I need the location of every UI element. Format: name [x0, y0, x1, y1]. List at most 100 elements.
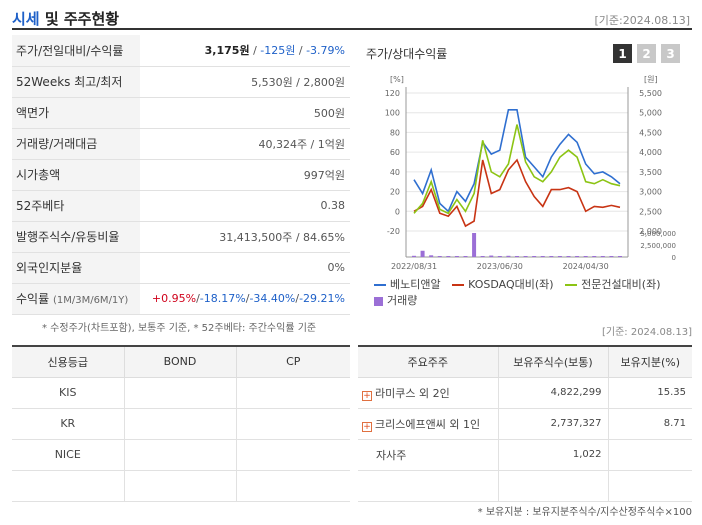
volume-bar — [575, 256, 580, 257]
volume-bar — [480, 256, 485, 257]
x-tick-label: 2022/08/31 — [391, 262, 437, 271]
volume-bar — [497, 256, 502, 257]
info-row: 액면가 500원 — [12, 97, 350, 129]
credit-cp — [235, 377, 350, 409]
info-label: 52Weeks 최고/최저 — [12, 66, 140, 98]
holder-pct — [607, 470, 692, 502]
legend-box-icon — [374, 296, 383, 306]
chart-page-3[interactable]: 3 — [661, 44, 680, 63]
credit-header: 신용등급 — [12, 345, 124, 378]
volume-bar — [420, 250, 425, 257]
volume-bar — [429, 255, 434, 257]
volume-bar — [412, 255, 416, 257]
expand-plus-icon[interactable]: + — [362, 421, 372, 432]
credit-bond — [123, 377, 236, 409]
chart-pager: 1 2 3 — [613, 44, 680, 63]
y-right-tick-label: 4,500 — [639, 128, 662, 137]
volume-bar — [515, 256, 519, 257]
price-chart: 120 100 80 60 40 20 0 -20 5,500 5,000 4,500 4,000 3,… — [385, 75, 676, 271]
volume-bar — [523, 256, 528, 257]
table-row — [12, 470, 350, 502]
y-left-tick-label: 40 — [390, 168, 400, 177]
holder-name[interactable]: + 크리스에프앤씨 외 1인 — [358, 408, 498, 440]
series-line-1 — [413, 158, 621, 228]
y-left-tick-label: 60 — [390, 148, 400, 157]
info-value: 5,530원 / 2,800원 — [140, 66, 350, 98]
return-values: +0.95%/-18.17%/-34.40%/-29.21% — [140, 283, 350, 315]
info-value: 0.38 — [140, 190, 350, 222]
info-row: 발행주식수/유동비율 31,413,500주 / 84.65% — [12, 221, 350, 253]
info-value: 0% — [140, 252, 350, 284]
volume-bar — [583, 256, 588, 257]
holder-name — [358, 470, 498, 502]
holders-header: 보유지분(%) — [607, 345, 692, 378]
major-shareholders-table: 주요주주 보유주식수(보통) 보유지분(%) + 라미쿠스 외 2인 4,822,… — [358, 345, 692, 502]
y-right-tick-label: 2,000 — [639, 227, 662, 236]
credit-cp — [235, 439, 350, 471]
volume-bar — [463, 256, 468, 257]
table-row: + 라미쿠스 외 2인 4,822,299 15.35 — [358, 377, 692, 409]
y-right-tick-label: 5,500 — [639, 89, 662, 98]
volume-bar — [489, 255, 494, 257]
holder-pct: 15.35 — [607, 377, 692, 409]
credit-header: BOND — [123, 345, 236, 378]
chart-page-2[interactable]: 2 — [637, 44, 656, 63]
table-row: + 크리스에프앤씨 외 1인 2,737,327 8.71 — [358, 408, 692, 440]
y-volume-tick-label: 0 — [672, 254, 676, 262]
y-left-tick-label: -20 — [387, 227, 400, 236]
y-right-tick-label: 5,000 — [639, 109, 662, 118]
chart-legend: 베노티앤알 KOSDAQ대비(좌) 전문건설대비(좌) 거래량 — [374, 275, 694, 311]
volume-bar — [600, 256, 605, 257]
base-date: [기준:2024.08.13] — [594, 14, 690, 27]
credit-bond — [123, 470, 236, 502]
expand-plus-icon[interactable]: + — [362, 390, 372, 401]
info-label: 액면가 — [12, 97, 140, 129]
y-left-tick-label: 80 — [390, 128, 400, 137]
chart-panel: 주가/상대수익률 1 2 3 120 100 80 60 40 20 0 -20 5,500 5,… — [358, 35, 692, 315]
holder-shares: 4,822,299 — [497, 377, 608, 409]
credit-bond — [123, 439, 236, 471]
credit-bond — [123, 408, 236, 440]
holder-shares — [497, 470, 608, 502]
credit-cp — [235, 470, 350, 502]
legend-item-volume: 거래량 — [374, 293, 417, 309]
info-value: 500원 — [140, 97, 350, 129]
chart-title: 주가/상대수익률 — [366, 47, 448, 61]
footnote-holding: * 보유지분 : 보유지분주식수/지수산정주식수×100 — [477, 507, 692, 518]
series-line-2 — [413, 124, 621, 215]
volume-bar — [446, 256, 451, 257]
table-row: KR — [12, 408, 350, 440]
footnote-price: * 수정주가(차트포함), 보통주 기준, * 52주베타: 주간수익률 기준 — [42, 323, 317, 334]
credit-agency — [12, 470, 124, 502]
legend-line-icon — [452, 284, 465, 286]
volume-bar — [592, 256, 597, 257]
holder-pct — [607, 439, 692, 471]
info-row: 거래량/거래대금 40,324주 / 1억원 — [12, 128, 350, 160]
info-value: 997억원 — [140, 159, 350, 191]
y-volume-tick-label: 2,500,000 — [640, 242, 676, 250]
holder-shares: 1,022 — [497, 439, 608, 471]
info-row: 시가총액 997억원 — [12, 159, 350, 191]
volume-bar — [437, 256, 442, 257]
y-right-tick-label: 3,500 — [639, 168, 662, 177]
volume-bar — [506, 255, 511, 257]
holder-name[interactable]: + 라미쿠스 외 2인 — [358, 377, 498, 409]
info-row: 주가/전일대비/수익률 3,175원 / -125원 / -3.79% — [12, 35, 350, 67]
info-label: 외국인지분율 — [12, 252, 140, 284]
info-row: 52Weeks 최고/최저 5,530원 / 2,800원 — [12, 66, 350, 98]
info-label: 발행주식수/유동비율 — [12, 221, 140, 253]
volume-bar — [549, 256, 554, 257]
volume-bar — [609, 256, 614, 257]
info-value: 3,175원 / -125원 / -3.79% — [140, 35, 350, 67]
credit-agency: NICE — [12, 439, 124, 471]
credit-agency: KR — [12, 408, 124, 440]
chart-page-1[interactable]: 1 — [613, 44, 632, 63]
y-left-tick-label: 0 — [395, 207, 400, 216]
info-value: 40,324주 / 1억원 — [140, 128, 350, 160]
info-value: 31,413,500주 / 84.65% — [140, 221, 350, 253]
y-volume-tick-label: 5,000,000 — [640, 230, 676, 238]
table-row: KIS — [12, 377, 350, 409]
table-row: 자사주 1,022 — [358, 439, 692, 471]
holder-shares: 2,737,327 — [497, 408, 608, 440]
credit-rating-table: 신용등급 BOND CP KIS KR NICE — [12, 345, 350, 502]
